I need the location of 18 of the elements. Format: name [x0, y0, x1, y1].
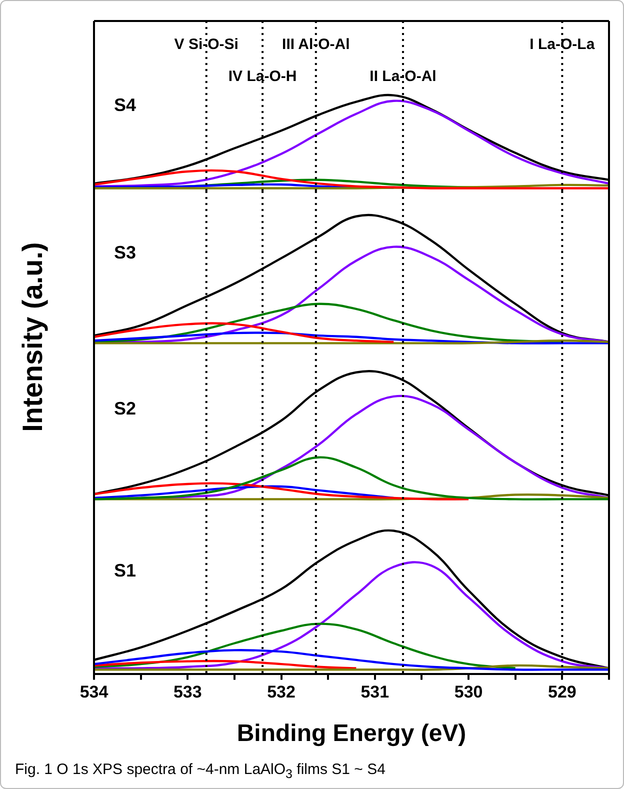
text: S3	[114, 242, 136, 262]
x-tick-label: 532	[267, 682, 296, 702]
x-axis-title: Binding Energy (eV)	[236, 720, 466, 748]
ref-line-label: I La-O-La	[530, 36, 596, 54]
x-tick-label: 530	[454, 682, 483, 702]
x-tick-label: 533	[173, 682, 202, 702]
text: S1	[114, 560, 136, 580]
chart-title: S4	[114, 94, 136, 115]
ref-line-label: IV La-O-H	[228, 68, 297, 86]
x-tick-label: 534	[80, 682, 109, 702]
caption: Fig. 1 O 1s XPS spectra of ~4-nm LaAlO$_{3}$ films S1 ~ S4	[15, 761, 386, 781]
ref-line-label: V Si-O-Si	[174, 36, 238, 54]
ref-line-label: III Al-O-Al	[282, 36, 350, 54]
x-tick-label: 531	[360, 682, 390, 702]
ref-line-label: II La-O-Al	[370, 68, 436, 86]
y-axis-title: Intensity (a.u.)	[17, 241, 49, 434]
text: S2	[114, 398, 136, 418]
x-tick-label: 529	[548, 682, 576, 702]
